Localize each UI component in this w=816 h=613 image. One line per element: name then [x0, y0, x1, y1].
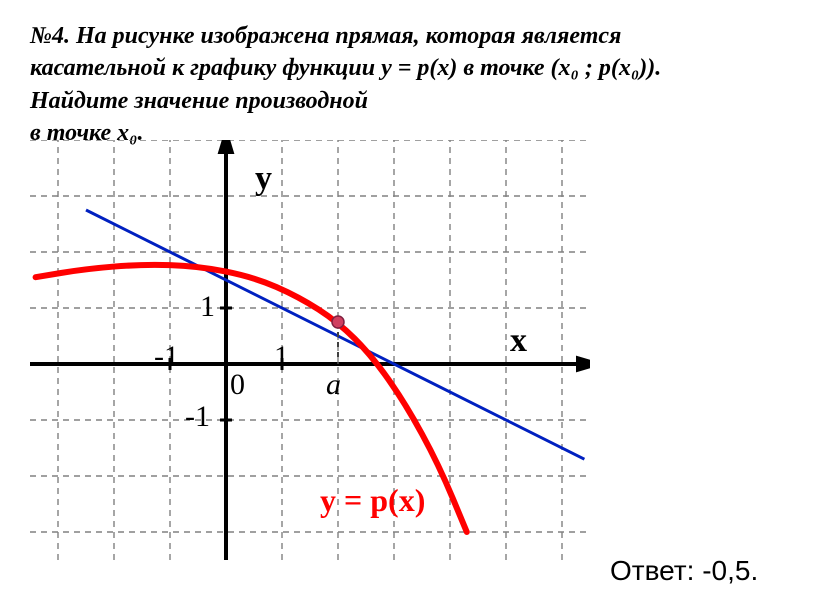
tick-minus1-y: -1: [185, 400, 210, 434]
chart-svg: [30, 140, 590, 560]
tick-1-y: 1: [200, 290, 215, 324]
problem-line-1: №4. На рисунке изображена прямая, котора…: [30, 20, 790, 52]
problem-statement: №4. На рисунке изображена прямая, котора…: [30, 20, 790, 150]
problem-line-2: касательной к графику функции y = p(x) в…: [30, 52, 790, 84]
tick-1-x: 1: [274, 340, 289, 374]
equation-label: y = p(x): [320, 482, 425, 519]
problem-line-3: Найдите значение производной: [30, 85, 790, 117]
tick-0: 0: [230, 368, 245, 402]
chart-area: y x -1 1 0 1 -1 a y = p(x): [30, 140, 590, 565]
answer-text: Ответ: -0,5.: [610, 555, 758, 587]
x-axis-label: x: [510, 322, 527, 360]
tick-minus1-x: -1: [154, 340, 179, 374]
y-axis-label: y: [255, 160, 272, 198]
label-a: a: [326, 368, 341, 402]
